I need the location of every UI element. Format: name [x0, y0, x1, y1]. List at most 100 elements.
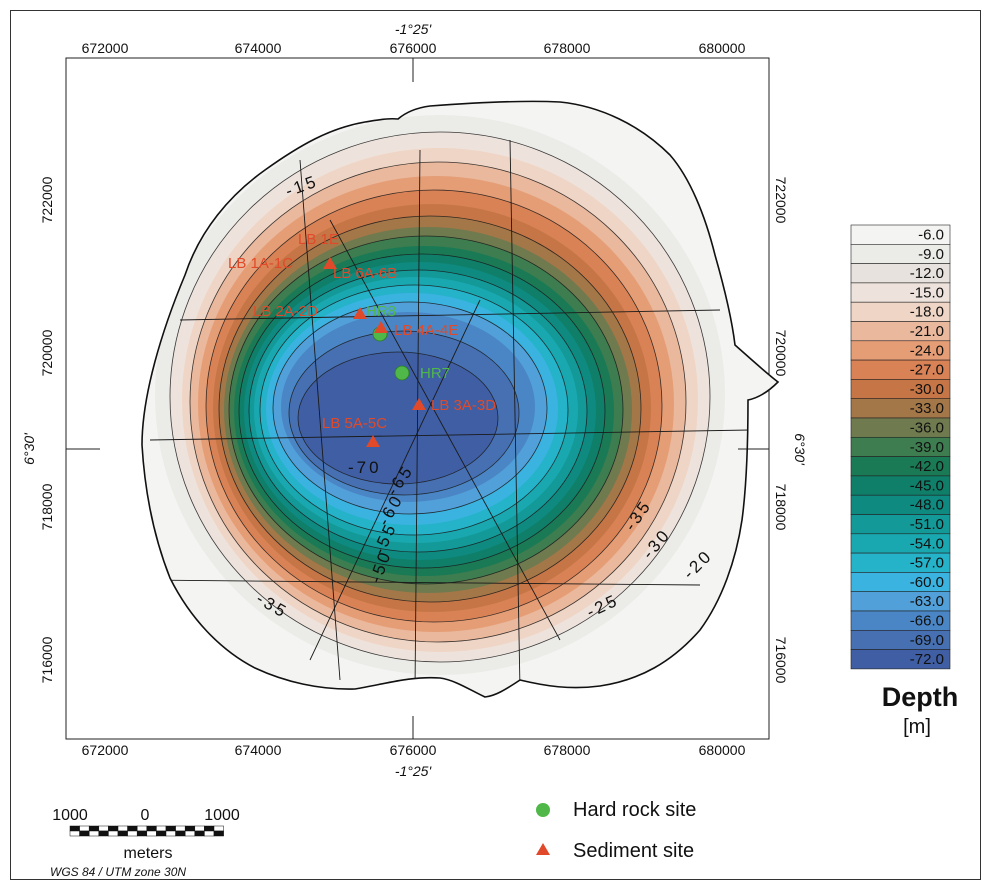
sediment-legend-icon [536, 843, 550, 855]
colorbar-tick-label: -24.0 [910, 342, 944, 359]
left-latitude-label: 6°30' [21, 432, 37, 465]
projection-label: WGS 84 / UTM zone 30N [50, 865, 186, 879]
colorbar-tick-label: -54.0 [910, 535, 944, 552]
colorbar-title: Depth [882, 682, 959, 712]
scale-segment [137, 831, 147, 836]
bottom-coord-label: 672000 [82, 742, 129, 758]
scale-segment [70, 826, 80, 831]
left-coord-label: 716000 [39, 636, 55, 683]
scale-segment [80, 826, 90, 831]
top-coord-label: 678000 [544, 40, 591, 56]
top-coord-label: 676000 [390, 40, 437, 56]
scale-segment [89, 831, 99, 836]
left-coord-label: 722000 [39, 176, 55, 223]
scale-segment [176, 826, 186, 831]
hard-rock-legend-icon [536, 803, 550, 817]
scale-segment [204, 831, 214, 836]
scale-segment [166, 826, 176, 831]
colorbar-tick-label: -18.0 [910, 304, 944, 321]
contour-label: -70 [348, 458, 382, 477]
colorbar-tick-label: -63.0 [910, 593, 944, 610]
scale-segment [214, 831, 224, 836]
scale-segment [147, 826, 157, 831]
right-coord-label: 720000 [773, 330, 789, 377]
scale-label-zero: 0 [141, 807, 150, 824]
scale-segment [176, 831, 186, 836]
hard-rock-legend-label: Hard rock site [573, 799, 696, 821]
right-coord-label: 716000 [773, 637, 789, 684]
scale-segment [108, 831, 118, 836]
colorbar-tick-label: -9.0 [918, 246, 944, 263]
scale-segment [128, 826, 138, 831]
scale-label-left: 1000 [52, 807, 88, 824]
colorbar-tick-label: -27.0 [910, 362, 944, 379]
scale-bar: 1000 0 1000 meters WGS 84 / UTM zone 30N [50, 807, 240, 879]
site-label: HR7 [420, 365, 450, 382]
scale-segment [185, 831, 195, 836]
scale-label-right: 1000 [204, 807, 240, 824]
colorbar-tick-label: -36.0 [910, 420, 944, 437]
scale-segment [108, 826, 118, 831]
scale-segment [156, 831, 166, 836]
scale-segment [128, 831, 138, 836]
scale-segment [89, 826, 99, 831]
right-coord-label: 718000 [773, 484, 789, 531]
site-label: HR8 [366, 303, 396, 320]
site-label: LB 1A-1C [228, 255, 293, 272]
bottom-coord-label: 676000 [390, 742, 437, 758]
colorbar-tick-label: -21.0 [910, 323, 944, 340]
colorbar-tick-label: -39.0 [910, 439, 944, 456]
scale-segment [185, 826, 195, 831]
hard-rock-marker [395, 366, 409, 380]
colorbar-tick-label: -57.0 [910, 555, 944, 572]
colorbar-tick-label: -51.0 [910, 516, 944, 533]
scale-segment [70, 831, 80, 836]
colorbar-tick-label: -6.0 [918, 227, 944, 244]
colorbar-unit: [m] [903, 716, 931, 738]
scale-unit: meters [124, 845, 173, 862]
scale-segment [195, 826, 205, 831]
scale-segment [80, 831, 90, 836]
site-label: LB 2A-2D [253, 303, 318, 320]
colorbar-tick-label: -42.0 [910, 458, 944, 475]
colorbar-tick-label: -69.0 [910, 632, 944, 649]
colorbar-tick-label: -60.0 [910, 574, 944, 591]
scale-segment [137, 826, 147, 831]
right-coord-label: 722000 [773, 177, 789, 224]
site-label: LB 5A-5C [322, 415, 387, 432]
scale-segment [166, 831, 176, 836]
site-label: LB 1E [298, 231, 339, 248]
scale-segment [99, 826, 109, 831]
scale-segment [195, 831, 205, 836]
scale-segment [214, 826, 224, 831]
site-label: LB 6A-6B [333, 265, 397, 282]
colorbar-tick-label: -48.0 [910, 497, 944, 514]
site-label: LB 3A-3D [431, 397, 496, 414]
site-label: LB 4A-4E [394, 322, 458, 339]
bottom-coord-label: 680000 [699, 742, 746, 758]
site-legend: Hard rock site Sediment site [536, 799, 696, 862]
bottom-longitude-label: -1°25' [395, 763, 433, 779]
scale-segment [204, 826, 214, 831]
scale-segment [118, 831, 128, 836]
depth-colorbar: -6.0 -9.0 -12.0 -15.0 -18.0 -21.0 -24.0 -27.0 -3… [851, 225, 950, 669]
bottom-coord-label: 674000 [235, 742, 282, 758]
right-latitude-label: 6°30' [792, 433, 808, 466]
scale-segment [147, 831, 157, 836]
scale-segment [118, 826, 128, 831]
left-coord-label: 718000 [39, 483, 55, 530]
sediment-legend-label: Sediment site [573, 840, 694, 862]
colorbar-tick-label: -30.0 [910, 381, 944, 398]
bottom-coord-label: 678000 [544, 742, 591, 758]
top-coord-label: 672000 [82, 40, 129, 56]
scale-segment [99, 831, 109, 836]
top-coord-label: 674000 [235, 40, 282, 56]
colorbar-tick-label: -45.0 [910, 477, 944, 494]
scale-segment [156, 826, 166, 831]
colorbar-tick-label: -33.0 [910, 400, 944, 417]
left-coord-label: 720000 [39, 329, 55, 376]
colorbar-tick-label: -72.0 [910, 651, 944, 668]
colorbar-tick-label: -15.0 [910, 284, 944, 301]
colorbar-tick-label: -12.0 [910, 265, 944, 282]
